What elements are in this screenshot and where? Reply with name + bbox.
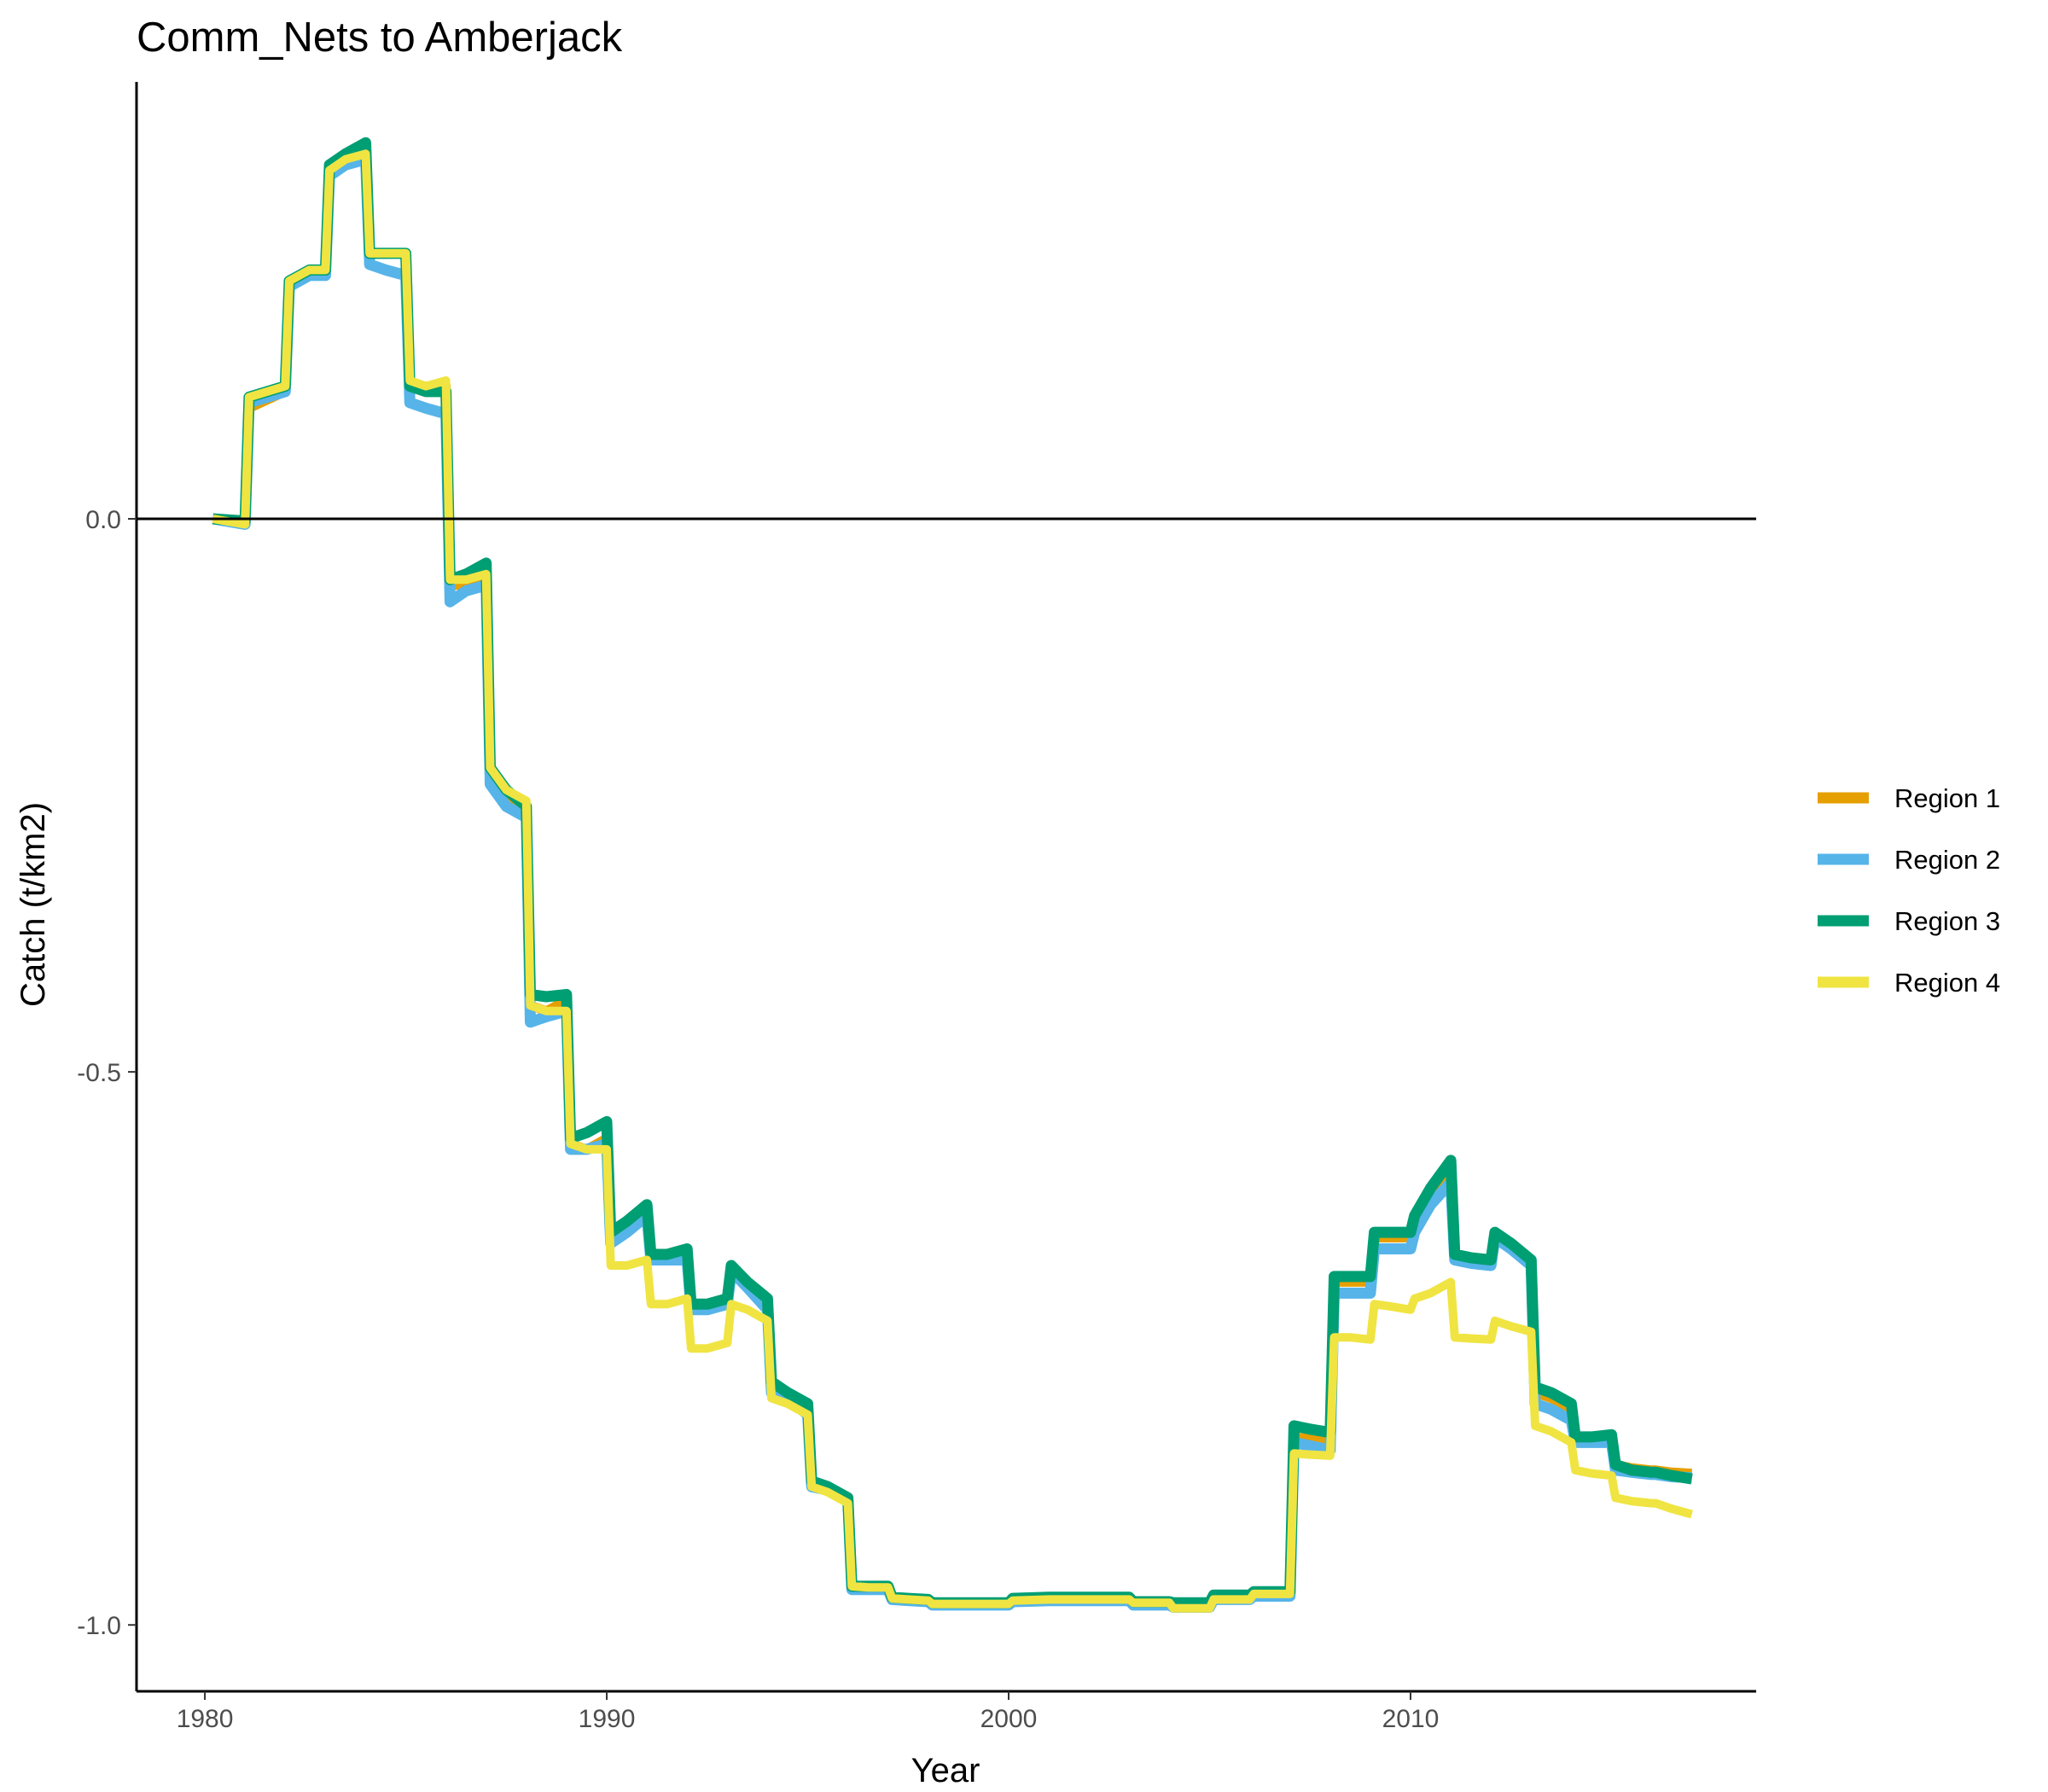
y-tick-label: -0.5 bbox=[77, 1059, 121, 1087]
x-axis-ticks: 1980 1990 2000 2010 bbox=[177, 1691, 1440, 1733]
series-line-region-2 bbox=[212, 154, 1692, 1613]
series-line-region-1 bbox=[212, 148, 1692, 1610]
x-tick-label: 1980 bbox=[177, 1705, 234, 1733]
series-line-region-3 bbox=[212, 137, 1693, 1609]
x-tick-label: 1990 bbox=[579, 1705, 636, 1733]
legend-label-region-4: Region 4 bbox=[1894, 968, 2000, 998]
y-tick-label: 0.0 bbox=[85, 506, 121, 534]
legend-label-region-2: Region 2 bbox=[1894, 845, 2000, 875]
y-tick-label: -1.0 bbox=[77, 1612, 121, 1640]
plot-area bbox=[135, 82, 1756, 1693]
legend-label-region-3: Region 3 bbox=[1894, 906, 2000, 936]
x-axis-title: Year bbox=[911, 1752, 980, 1789]
y-axis-ticks: 0.0 -0.5 -1.0 bbox=[77, 506, 137, 1640]
chart-title: Comm_Nets to Amberjack bbox=[137, 15, 623, 61]
legend-label-region-1: Region 1 bbox=[1894, 783, 2000, 813]
x-tick-label: 2010 bbox=[1382, 1705, 1440, 1733]
y-axis-title: Catch (t/km2) bbox=[15, 802, 52, 1007]
series-layer bbox=[212, 137, 1693, 1613]
x-tick-label: 2000 bbox=[980, 1705, 1038, 1733]
legend: Region 1 Region 2 Region 3 Region 4 bbox=[1818, 783, 2000, 998]
series-line-region-4 bbox=[212, 149, 1693, 1613]
